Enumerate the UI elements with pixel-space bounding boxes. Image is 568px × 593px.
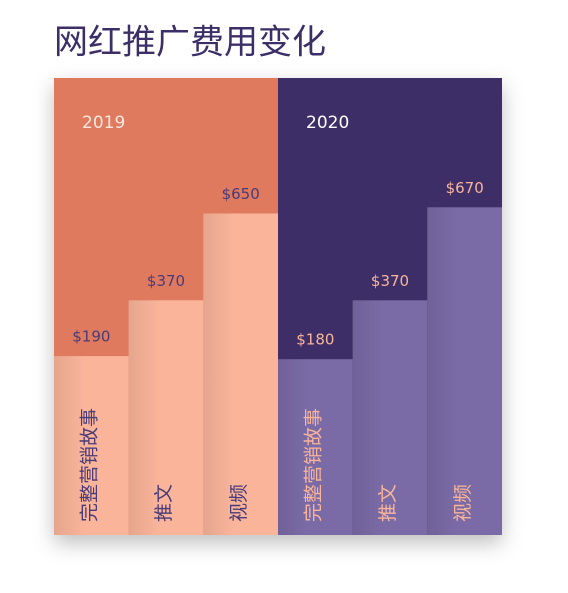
value-label: $180 [296, 331, 334, 349]
category-label: 完整营销故事 [79, 408, 101, 522]
category-label: 推文 [377, 484, 399, 522]
bar-shade [278, 359, 308, 535]
panels: 2019 $190 完整营销故事 $370 推文 $650 视频 2020 $180 完整营销故事… [54, 78, 502, 536]
category-label: 完整营销故事 [303, 408, 325, 522]
value-label: $650 [222, 185, 260, 203]
chart-title: 网红推广费用变化 [54, 23, 326, 63]
value-label: $370 [147, 272, 185, 290]
value-label: $370 [371, 272, 409, 290]
bar-shade [54, 356, 84, 535]
bar-shade [427, 207, 458, 536]
bar-shade [203, 213, 234, 535]
category-label: 视频 [452, 484, 474, 522]
category-label: 推文 [153, 484, 175, 522]
category-label: 视频 [228, 484, 250, 522]
panel-title: 2019 [82, 113, 125, 133]
panel-title: 2020 [306, 113, 349, 133]
value-label: $190 [72, 328, 110, 346]
value-label: $670 [446, 179, 484, 197]
panel: 2019 $190 完整营销故事 $370 推文 $650 视频 [54, 78, 278, 535]
panel: 2020 $180 完整营销故事 $370 推文 $670 视频 [278, 78, 502, 536]
bar-shade [128, 300, 159, 535]
bar-shade [352, 300, 383, 535]
